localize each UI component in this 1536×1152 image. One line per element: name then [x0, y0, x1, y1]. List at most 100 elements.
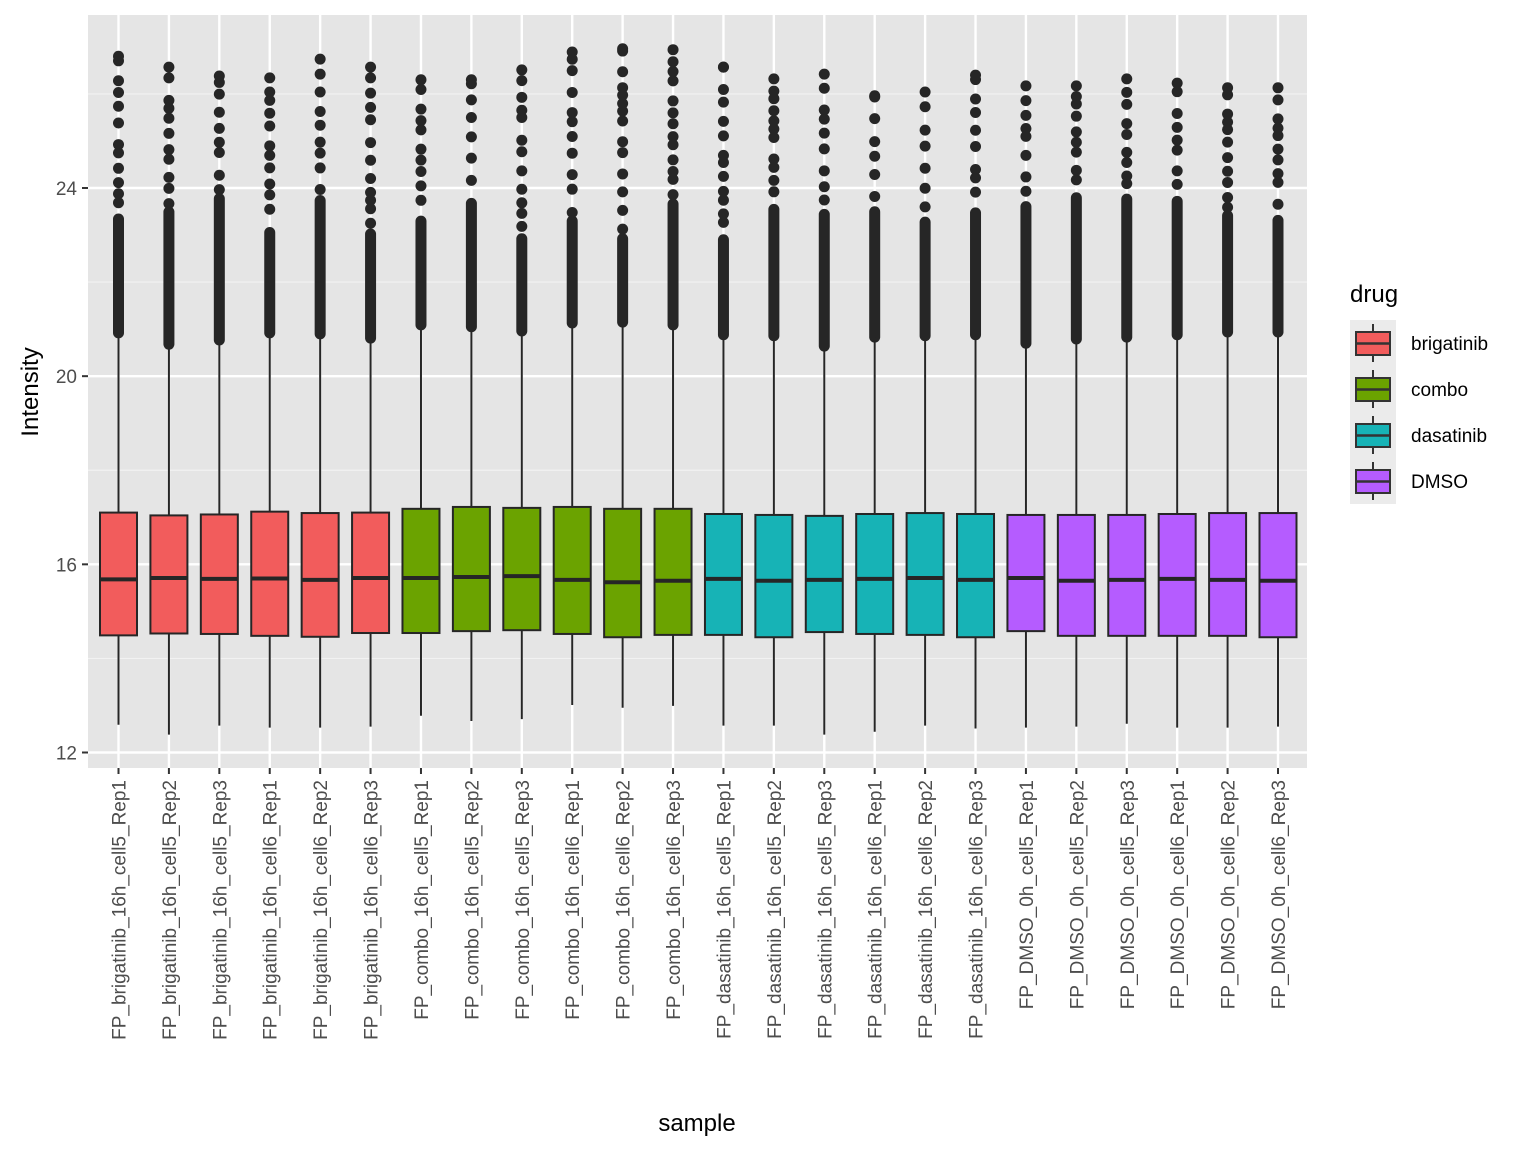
- outlier-point: [1222, 136, 1234, 148]
- legend-label: DMSO: [1411, 472, 1468, 493]
- outlier-point: [465, 131, 477, 143]
- box-iqr: [653, 507, 693, 636]
- x-tick-label: FP_dasatinib_16h_cell5_Rep1: [714, 780, 735, 1039]
- outlier-point: [163, 94, 175, 106]
- outlier-point: [970, 93, 982, 105]
- outlier-point: [970, 172, 982, 184]
- outlier-point: [516, 75, 528, 87]
- outlier-point: [163, 102, 175, 114]
- outlier-point: [617, 43, 629, 55]
- outlier-point: [566, 116, 578, 128]
- outlier-point: [1171, 86, 1183, 98]
- outlier-point: [667, 95, 679, 107]
- outlier-point: [869, 168, 881, 180]
- outlier-point: [365, 61, 377, 73]
- outlier-point: [314, 53, 326, 65]
- outlier-point: [617, 115, 629, 127]
- outlier-point: [1070, 91, 1082, 103]
- outlier-point: [1272, 130, 1284, 142]
- outlier-point: [415, 103, 427, 115]
- outlier-point: [667, 173, 679, 185]
- outlier-point: [667, 66, 679, 78]
- outlier-point: [516, 183, 528, 195]
- outlier-point: [314, 162, 326, 174]
- outlier-point: [415, 194, 427, 206]
- outlier-point: [1020, 109, 1032, 121]
- outlier-point: [264, 72, 276, 84]
- outlier-point: [163, 127, 175, 139]
- outlier-point: [264, 86, 276, 98]
- outlier-point: [213, 136, 225, 148]
- outlier-point: [163, 182, 175, 194]
- outlier-point: [415, 124, 427, 136]
- outlier-point: [818, 127, 830, 139]
- outlier-point: [1171, 77, 1183, 89]
- outlier-point: [1272, 122, 1284, 134]
- outlier-point: [768, 153, 780, 165]
- box-iqr: [956, 512, 996, 639]
- outlier-point: [163, 153, 175, 165]
- outlier-point: [113, 177, 124, 189]
- outlier-point: [465, 112, 477, 124]
- box-iqr: [1157, 512, 1197, 637]
- outlier-point: [1121, 129, 1133, 141]
- outlier-point: [314, 68, 326, 80]
- outlier-point: [566, 147, 578, 159]
- outlier-point: [717, 170, 729, 182]
- outlier-point: [163, 171, 175, 183]
- outlier-point: [1222, 165, 1234, 177]
- outlier-point: [818, 165, 830, 177]
- outlier-point: [264, 149, 276, 161]
- outlier-point: [516, 91, 528, 103]
- outlier-point: [667, 107, 679, 119]
- outlier-point: [415, 143, 427, 155]
- outlier-point: [1272, 168, 1284, 180]
- outlier-point: [617, 66, 629, 78]
- outlier-point: [113, 162, 124, 174]
- outlier-point: [818, 181, 830, 193]
- x-tick-label: FP_DMSO_0h_cell5_Rep3: [1118, 780, 1139, 1009]
- outlier-point: [163, 198, 175, 210]
- outlier-point: [516, 207, 528, 219]
- x-tick-label: FP_combo_16h_cell6_Rep3: [664, 780, 685, 1020]
- box-iqr: [1107, 513, 1147, 637]
- outlier-point: [113, 50, 124, 62]
- legend-label: brigatinib: [1411, 334, 1488, 355]
- outlier-point: [1222, 201, 1234, 213]
- outlier-point: [768, 93, 780, 105]
- outlier-point: [1121, 170, 1133, 182]
- outlier-point: [970, 124, 982, 136]
- x-tick-label: FP_brigatinib_16h_cell6_Rep2: [311, 780, 332, 1040]
- outlier-point: [1272, 94, 1284, 106]
- outlier-point: [919, 101, 931, 113]
- outlier-point: [970, 69, 982, 81]
- x-tick-label: FP_combo_16h_cell6_Rep2: [614, 780, 635, 1020]
- legend-label: combo: [1411, 380, 1468, 401]
- outlier-point: [1171, 144, 1183, 156]
- outlier-point: [1272, 154, 1284, 166]
- outlier-point: [365, 186, 377, 198]
- box-iqr: [855, 512, 895, 635]
- box-iqr: [99, 511, 138, 637]
- outlier-point: [970, 140, 982, 152]
- outlier-point: [818, 68, 830, 80]
- outlier-point: [163, 61, 175, 73]
- outlier-point: [617, 97, 629, 109]
- outlier-point: [1020, 122, 1032, 134]
- outlier-point: [667, 75, 679, 87]
- y-tick-label: 20: [56, 367, 77, 388]
- outlier-point: [768, 161, 780, 173]
- outlier-point: [264, 178, 276, 190]
- outlier-point: [768, 85, 780, 97]
- x-axis-title: sample: [658, 1110, 735, 1137]
- outlier-point: [365, 203, 377, 215]
- outlier-point: [617, 204, 629, 216]
- outlier-point: [1272, 143, 1284, 155]
- x-tick-label: FP_combo_16h_cell5_Rep3: [513, 780, 534, 1020]
- x-tick-label: FP_DMSO_0h_cell6_Rep3: [1269, 780, 1290, 1009]
- outlier-point: [869, 190, 881, 202]
- outlier-point: [264, 140, 276, 152]
- outlier-point: [264, 94, 276, 106]
- outlier-point: [566, 130, 578, 142]
- outlier-point: [163, 112, 175, 124]
